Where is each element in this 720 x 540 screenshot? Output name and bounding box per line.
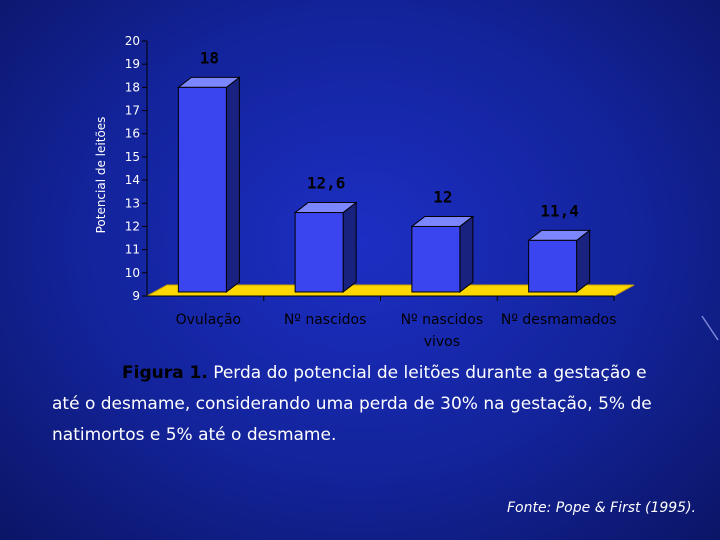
- bar-front: [411, 225, 461, 293]
- x-tick-label: Nº nascidos: [401, 312, 484, 328]
- x-tick-label: Nº nascidos: [284, 312, 367, 328]
- x-tick-label: vivos: [424, 334, 460, 350]
- y-tick-label: 16: [125, 127, 140, 141]
- y-tick-label: 17: [125, 104, 140, 118]
- bar-front: [177, 86, 227, 293]
- decorative-line: [701, 315, 719, 341]
- caption-text-first: Perda do potencial de leitões durante a …: [213, 363, 647, 383]
- bar: [527, 229, 592, 294]
- figure-label: Figura 1.: [122, 363, 208, 383]
- x-tick-label: Ovulação: [176, 312, 242, 328]
- bar-side: [459, 215, 474, 294]
- data-label: 12: [433, 187, 452, 206]
- y-tick-label: 13: [125, 196, 140, 210]
- bar: [176, 76, 241, 294]
- y-tick-label: 14: [125, 173, 140, 187]
- data-label: 11,4: [540, 201, 579, 220]
- y-tick-label: 15: [125, 150, 140, 164]
- bar-side: [576, 229, 591, 294]
- caption-first-line: Figura 1. Perda do potencial de leitões …: [52, 358, 702, 389]
- y-axis-label: Potencial de leitões: [94, 117, 108, 234]
- y-tick-label: 10: [125, 266, 140, 280]
- bar-side: [342, 201, 357, 294]
- caption-text-rest: até o desmame, considerando uma perda de…: [52, 394, 652, 445]
- source-note: Fonte: Pope & First (1995).: [506, 500, 696, 516]
- bar: [293, 201, 358, 294]
- y-axis: 9 10 11 12 13 14 15 16 17 18 19 20: [125, 34, 148, 303]
- y-tick-label: 9: [132, 289, 140, 303]
- y-tick-label: 19: [125, 57, 140, 71]
- data-label: 12,6: [307, 174, 346, 193]
- data-label: 18: [200, 48, 219, 67]
- y-tick-label: 20: [125, 34, 140, 48]
- bars: [176, 76, 592, 294]
- x-tick-label: Nº desmamados: [501, 312, 617, 328]
- x-axis: Ovulação Nº nascidos Nº nascidos vivos Nº de…: [176, 296, 617, 350]
- bar-chart: 9 10 11 12 13 14 15 16 17 18 19 20 18 12,6 12 11,4 Ovu…: [94, 34, 635, 350]
- y-tick-label: 18: [125, 80, 140, 94]
- bar-front: [294, 212, 344, 293]
- data-labels: 18 12,6 12 11,4: [200, 48, 579, 220]
- bar: [410, 215, 475, 294]
- figure-caption: Figura 1. Perda do potencial de leitões …: [52, 358, 702, 451]
- y-tick-label: 11: [125, 243, 140, 257]
- bar-front: [528, 239, 578, 293]
- y-tick-label: 12: [125, 219, 140, 233]
- bar-side: [225, 76, 240, 294]
